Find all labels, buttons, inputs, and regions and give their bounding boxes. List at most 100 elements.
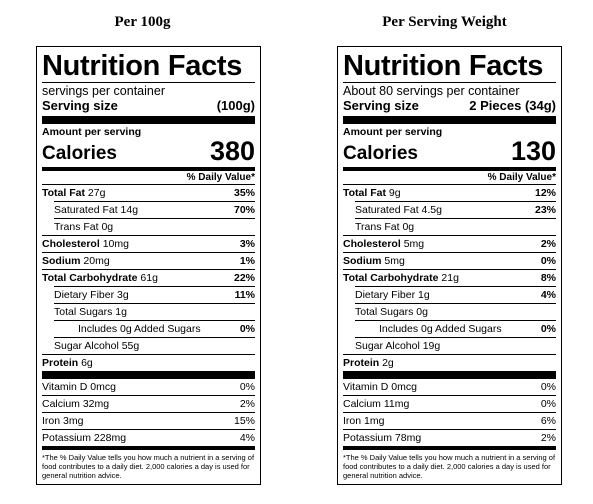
sugar-alcohol-label: Sugar Alcohol 55g bbox=[54, 340, 140, 352]
protein-label: Protein bbox=[343, 357, 380, 369]
calcium-label: Calcium 32mg bbox=[42, 398, 110, 410]
total-carbohydrate-row: Total Carbohydrate 61g 22% bbox=[42, 269, 255, 286]
calcium-dv: 2% bbox=[239, 398, 255, 410]
iron-label: Iron 3mg bbox=[42, 415, 84, 427]
potassium-label: Potassium 228mg bbox=[42, 432, 127, 444]
sodium-label: Sodium bbox=[343, 255, 382, 267]
calcium-row: Calcium 11mg 0% bbox=[343, 395, 556, 412]
total-carbohydrate-amount: 21g bbox=[441, 272, 459, 284]
calories-row: Calories 130 bbox=[343, 138, 556, 165]
nutrition-label-per-serving: Nutrition Facts About 80 servings per co… bbox=[337, 46, 562, 485]
iron-dv: 15% bbox=[233, 415, 255, 427]
serving-size-label: Serving size bbox=[42, 98, 118, 113]
nutrition-facts-title: Nutrition Facts bbox=[343, 50, 544, 82]
daily-value-footnote: *The % Daily Value tells you how much a … bbox=[42, 453, 255, 480]
total-carbohydrate-dv: 22% bbox=[233, 272, 255, 284]
added-sugars-row: Includes 0g Added Sugars 0% bbox=[54, 320, 255, 337]
amount-per-serving: Amount per serving bbox=[343, 126, 443, 138]
protein-amount: 2g bbox=[382, 357, 394, 369]
serving-size-value: (100g) bbox=[216, 98, 255, 113]
cholesterol-row: Cholesterol 10mg 3% bbox=[42, 235, 255, 252]
servings-per-container: servings per container bbox=[42, 84, 165, 98]
vitamin-d-row: Vitamin D 0mcg 0% bbox=[343, 379, 556, 395]
protein-row: Protein 6g bbox=[42, 354, 255, 371]
calories-row: Calories 380 bbox=[42, 138, 255, 165]
potassium-dv: 2% bbox=[540, 432, 556, 444]
sodium-row: Sodium 20mg 1% bbox=[42, 252, 255, 269]
vitamin-d-label: Vitamin D 0mcg bbox=[42, 381, 116, 393]
calcium-row: Calcium 32mg 2% bbox=[42, 395, 255, 412]
total-fat-label: Total Fat bbox=[343, 187, 386, 199]
total-fat-row: Total Fat 27g 35% bbox=[42, 184, 255, 201]
cholesterol-amount: 10mg bbox=[102, 238, 129, 250]
sodium-row: Sodium 5mg 0% bbox=[343, 252, 556, 269]
trans-fat-row: Trans Fat 0g bbox=[355, 218, 556, 235]
nutrition-facts-title: Nutrition Facts bbox=[42, 50, 243, 82]
total-sugars-label: Total Sugars 1g bbox=[54, 306, 127, 318]
saturated-fat-label: Saturated Fat 14g bbox=[54, 204, 139, 216]
sugar-alcohol-row: Sugar Alcohol 55g bbox=[54, 337, 255, 354]
total-sugars-label: Total Sugars 0g bbox=[355, 306, 428, 318]
dietary-fiber-row: Dietary Fiber 1g 4% bbox=[355, 286, 556, 303]
vitamin-d-row: Vitamin D 0mcg 0% bbox=[42, 379, 255, 395]
calories-value: 130 bbox=[510, 136, 556, 166]
added-sugars-label: Includes 0g Added Sugars bbox=[379, 323, 502, 335]
total-carbohydrate-row: Total Carbohydrate 21g 8% bbox=[343, 269, 556, 286]
daily-value-footnote: *The % Daily Value tells you how much a … bbox=[343, 453, 556, 480]
cholesterol-dv: 2% bbox=[540, 238, 556, 250]
potassium-row: Potassium 228mg 4% bbox=[42, 429, 255, 446]
iron-row: Iron 1mg 6% bbox=[343, 412, 556, 429]
saturated-fat-label: Saturated Fat 4.5g bbox=[355, 204, 442, 216]
heading-per-serving: Per Serving Weight bbox=[382, 14, 507, 30]
total-fat-label: Total Fat bbox=[42, 187, 85, 199]
total-sugars-row: Total Sugars 1g bbox=[54, 303, 255, 320]
total-fat-amount: 27g bbox=[87, 187, 106, 199]
serving-size-label: Serving size bbox=[343, 98, 419, 113]
sodium-dv: 0% bbox=[540, 255, 556, 267]
total-fat-row: Total Fat 9g 12% bbox=[343, 184, 556, 201]
trans-fat-label: Trans Fat 0g bbox=[355, 221, 415, 233]
added-sugars-row: Includes 0g Added Sugars 0% bbox=[355, 320, 556, 337]
dietary-fiber-dv: 11% bbox=[234, 289, 255, 301]
sugar-alcohol-row: Sugar Alcohol 19g bbox=[355, 337, 556, 354]
cholesterol-label: Cholesterol bbox=[343, 238, 401, 250]
calcium-dv: 0% bbox=[540, 398, 556, 410]
trans-fat-row: Trans Fat 0g bbox=[54, 218, 255, 235]
iron-row: Iron 3mg 15% bbox=[42, 412, 255, 429]
serving-size-row: Serving size 2 Pieces (34g) bbox=[343, 98, 556, 114]
total-carbohydrate-amount: 61g bbox=[140, 272, 158, 284]
total-fat-dv: 35% bbox=[233, 187, 255, 199]
calories-value: 380 bbox=[209, 136, 255, 166]
calories-label: Calories bbox=[42, 143, 117, 164]
daily-value-header: % Daily Value* bbox=[186, 172, 255, 183]
dietary-fiber-label: Dietary Fiber 3g bbox=[54, 289, 129, 301]
total-fat-amount: 9g bbox=[388, 187, 401, 199]
cholesterol-row: Cholesterol 5mg 2% bbox=[343, 235, 556, 252]
servings-per-container: About 80 servings per container bbox=[343, 84, 520, 98]
sodium-amount: 5mg bbox=[384, 255, 405, 267]
dietary-fiber-label: Dietary Fiber 1g bbox=[355, 289, 430, 301]
protein-label: Protein bbox=[42, 357, 79, 369]
sodium-label: Sodium bbox=[42, 255, 81, 267]
total-carbohydrate-dv: 8% bbox=[540, 272, 556, 284]
saturated-fat-row: Saturated Fat 4.5g 23% bbox=[355, 201, 556, 218]
vitamin-d-dv: 0% bbox=[540, 381, 556, 393]
total-sugars-row: Total Sugars 0g bbox=[355, 303, 556, 320]
added-sugars-label: Includes 0g Added Sugars bbox=[78, 323, 201, 335]
vitamin-d-dv: 0% bbox=[239, 381, 255, 393]
saturated-fat-dv: 23% bbox=[534, 204, 556, 216]
cholesterol-amount: 5mg bbox=[403, 238, 425, 250]
added-sugars-dv: 0% bbox=[239, 323, 255, 335]
trans-fat-label: Trans Fat 0g bbox=[54, 221, 114, 233]
total-carbohydrate-label: Total Carbohydrate bbox=[42, 272, 138, 284]
total-carbohydrate-label: Total Carbohydrate bbox=[343, 272, 439, 284]
heading-per-100g: Per 100g bbox=[114, 14, 171, 30]
dietary-fiber-row: Dietary Fiber 3g 11% bbox=[54, 286, 255, 303]
dietary-fiber-dv: 4% bbox=[540, 289, 556, 301]
sodium-amount: 20mg bbox=[83, 255, 110, 267]
added-sugars-dv: 0% bbox=[540, 323, 556, 335]
total-fat-dv: 12% bbox=[534, 187, 556, 199]
iron-dv: 6% bbox=[540, 415, 556, 427]
daily-value-header: % Daily Value* bbox=[487, 172, 556, 183]
serving-size-value: 2 Pieces (34g) bbox=[469, 98, 556, 113]
